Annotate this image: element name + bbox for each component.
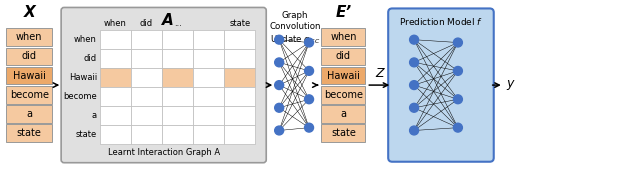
Circle shape xyxy=(410,35,419,44)
Text: Graph
Convolution
Update $g_{GC}$: Graph Convolution Update $g_{GC}$ xyxy=(269,11,321,46)
Circle shape xyxy=(453,123,462,132)
Text: $y$: $y$ xyxy=(506,78,516,92)
Circle shape xyxy=(305,123,314,132)
Bar xyxy=(321,47,365,65)
Circle shape xyxy=(305,38,314,47)
Bar xyxy=(321,105,365,123)
Bar xyxy=(162,49,193,68)
Text: become: become xyxy=(63,92,97,101)
Text: state: state xyxy=(76,130,97,139)
Circle shape xyxy=(275,58,284,67)
Bar xyxy=(162,106,193,125)
Bar xyxy=(100,106,131,125)
Circle shape xyxy=(305,95,314,104)
Text: Z: Z xyxy=(375,67,383,80)
Bar xyxy=(321,124,365,142)
Bar xyxy=(224,68,255,87)
Circle shape xyxy=(453,95,462,104)
Bar xyxy=(321,28,365,46)
Bar xyxy=(131,49,162,68)
Text: when: when xyxy=(330,32,356,42)
Text: a: a xyxy=(340,109,346,119)
Bar xyxy=(193,106,224,125)
Bar xyxy=(6,86,52,104)
Text: A: A xyxy=(162,13,173,28)
FancyBboxPatch shape xyxy=(388,8,493,162)
Bar xyxy=(162,125,193,144)
Bar xyxy=(131,68,162,87)
Text: when: when xyxy=(74,35,97,44)
Text: a: a xyxy=(26,109,32,119)
Bar xyxy=(321,67,365,84)
Bar xyxy=(224,106,255,125)
Circle shape xyxy=(410,103,419,112)
Text: state: state xyxy=(17,128,42,138)
Bar xyxy=(224,125,255,144)
Circle shape xyxy=(410,126,419,135)
Bar xyxy=(131,87,162,106)
Bar xyxy=(162,30,193,49)
Bar xyxy=(131,106,162,125)
Bar xyxy=(6,124,52,142)
Bar xyxy=(100,68,131,87)
FancyBboxPatch shape xyxy=(61,7,266,163)
Circle shape xyxy=(275,103,284,112)
Circle shape xyxy=(275,81,284,90)
Text: did: did xyxy=(140,19,153,28)
Circle shape xyxy=(410,81,419,90)
Text: Hawaii: Hawaii xyxy=(68,73,97,82)
Bar xyxy=(193,87,224,106)
Bar xyxy=(100,87,131,106)
Text: Hawaii: Hawaii xyxy=(13,71,45,81)
Text: X: X xyxy=(24,5,35,20)
Text: when: when xyxy=(16,32,42,42)
Bar xyxy=(193,30,224,49)
Text: did: did xyxy=(336,51,351,61)
Bar xyxy=(224,87,255,106)
Text: state: state xyxy=(331,128,356,138)
Text: become: become xyxy=(10,90,49,100)
Bar xyxy=(193,125,224,144)
Text: when: when xyxy=(104,19,127,28)
Text: a: a xyxy=(92,111,97,120)
Bar xyxy=(6,28,52,46)
Bar xyxy=(6,47,52,65)
Bar xyxy=(162,87,193,106)
Bar xyxy=(162,68,193,87)
Bar xyxy=(131,125,162,144)
Text: Hawaii: Hawaii xyxy=(327,71,360,81)
Circle shape xyxy=(453,38,462,47)
Bar xyxy=(321,86,365,104)
Text: become: become xyxy=(324,90,363,100)
Bar xyxy=(224,49,255,68)
Bar xyxy=(193,68,224,87)
Text: did: did xyxy=(22,51,36,61)
Text: Learnt Interaction Graph A: Learnt Interaction Graph A xyxy=(108,148,220,157)
Text: did: did xyxy=(84,54,97,63)
Bar xyxy=(100,49,131,68)
Circle shape xyxy=(410,58,419,67)
Text: Prediction Model $f$: Prediction Model $f$ xyxy=(399,16,483,27)
Circle shape xyxy=(275,126,284,135)
Bar xyxy=(224,30,255,49)
Bar xyxy=(6,105,52,123)
Bar xyxy=(193,49,224,68)
Circle shape xyxy=(453,66,462,75)
Circle shape xyxy=(275,35,284,44)
Circle shape xyxy=(305,66,314,75)
Bar xyxy=(131,30,162,49)
Bar xyxy=(6,67,52,84)
Bar xyxy=(100,125,131,144)
Text: state: state xyxy=(229,19,250,28)
Text: ...: ... xyxy=(173,19,182,28)
Text: E’: E’ xyxy=(335,5,351,20)
Bar xyxy=(100,30,131,49)
